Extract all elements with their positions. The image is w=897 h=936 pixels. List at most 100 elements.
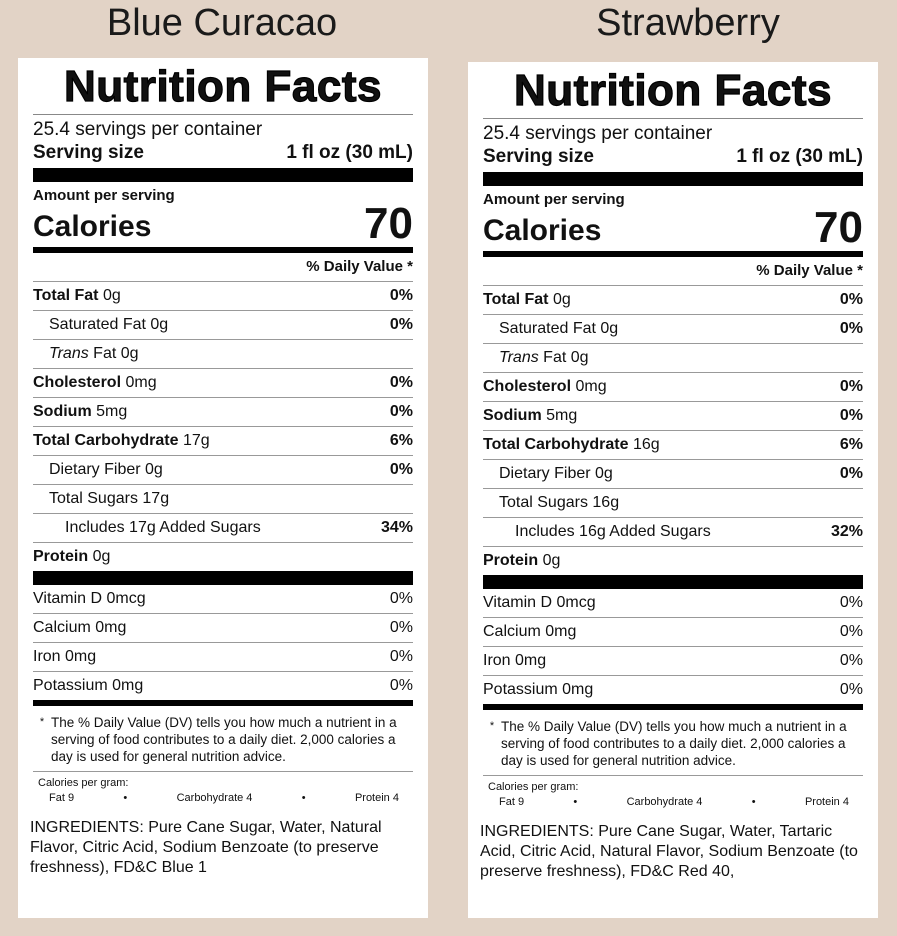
daily-value: 0%	[839, 594, 863, 611]
nutrient: Saturated Fat 0g	[49, 311, 168, 339]
bullet: •	[301, 792, 306, 804]
nutrient-name: Sodium	[33, 403, 92, 420]
daily-value: 0%	[389, 316, 413, 333]
calories-value: 70	[364, 199, 413, 248]
heading: Nutrition Facts	[33, 61, 413, 115]
calories: Calories 70	[33, 199, 413, 248]
footnote-star: *	[39, 716, 45, 728]
calories-per-gram: Calories per gram:	[38, 777, 129, 789]
divider	[33, 700, 413, 706]
vitamin-row: Vitamin D 0mcg 0%	[483, 589, 863, 617]
nutrient: Dietary Fiber 0g	[499, 460, 613, 488]
label-title: Strawberry	[596, 2, 780, 44]
nutrient-amount: 0mg	[125, 374, 157, 391]
nutrient-amount: 0g	[600, 320, 619, 337]
nutrient-row: Total Sugars 16g	[483, 488, 863, 517]
nutrient: Cholesterol 0mg	[483, 373, 607, 401]
nutrient-name: Dietary Fiber	[49, 461, 141, 478]
daily-value: 6%	[839, 436, 863, 453]
daily-value: 0%	[389, 403, 413, 420]
daily-value: 0%	[839, 623, 863, 640]
nutrient: Trans Fat 0g	[499, 344, 589, 372]
per-gram-item: Carbohydrate 4	[626, 796, 703, 808]
vitamin-name: Calcium 0mg	[483, 623, 577, 640]
daily-value-header: % Daily Value *	[306, 258, 413, 275]
nutrient-amount: 0g	[595, 465, 613, 482]
amount-per-serving: Amount per serving	[483, 191, 625, 208]
nutrient-name: Saturated Fat	[499, 320, 596, 337]
divider	[33, 571, 413, 585]
nutrient-name: Includes 17g Added Sugars	[65, 519, 261, 536]
nutrient-amount: 0mg	[575, 378, 607, 395]
nutrient-name: Dietary Fiber	[499, 465, 591, 482]
serving-size-value: 1 fl oz (30 mL)	[286, 142, 413, 163]
nutrient-amount: 0g	[552, 291, 571, 308]
bullet: •	[751, 796, 756, 808]
nutrient-name: Total Fat	[483, 291, 549, 308]
nutrient-row: Trans Fat 0g	[483, 343, 863, 372]
nutrient: Total Fat 0g	[33, 282, 121, 310]
nutrient-amount: Fat 0g	[543, 349, 589, 366]
footnote: * The % Daily Value (DV) tells you how mu…	[483, 710, 863, 776]
nutrient: Protein 0g	[483, 547, 560, 575]
nutrient: Cholesterol 0mg	[33, 369, 157, 397]
divider	[483, 704, 863, 710]
nutrient: Includes 17g Added Sugars	[65, 514, 261, 542]
nutrient: Includes 16g Added Sugars	[515, 518, 711, 546]
daily-value: 0%	[839, 291, 863, 308]
nutrient-row: Sodium 5mg 0%	[33, 397, 413, 426]
vitamin-name: Potassium 0mg	[33, 677, 144, 694]
nutrient-row: Total Sugars 17g	[33, 484, 413, 513]
daily-value-header: % Daily Value *	[756, 262, 863, 279]
calories-per-gram: Calories per gram:	[488, 781, 579, 793]
amount-per-serving: Amount per serving	[33, 187, 175, 204]
nutrient-name: Trans	[499, 349, 539, 366]
nutrient-name: Protein	[33, 548, 89, 565]
servings: 25.4 servings per container	[33, 119, 263, 140]
nutrient-row: Cholesterol 0mg 0%	[33, 368, 413, 397]
label-title: Blue Curacao	[106, 2, 338, 44]
daily-value: 6%	[389, 432, 413, 449]
nutrient: Dietary Fiber 0g	[49, 456, 163, 484]
divider	[33, 247, 413, 253]
nutrient: Total Carbohydrate 17g	[33, 427, 210, 455]
nutrient-name: Sodium	[483, 407, 542, 424]
ingredients: INGREDIENTS: Pure Cane Sugar, Water, Nat…	[30, 819, 382, 876]
heading: Nutrition Facts	[483, 65, 863, 119]
nutrient-amount: 17g	[182, 432, 210, 449]
calories-label: Calories	[33, 210, 152, 243]
nutrient-amount: 0g	[102, 287, 121, 304]
vitamin-row: Calcium 0mg 0%	[33, 613, 413, 642]
daily-value: 0%	[839, 378, 863, 395]
calories-value: 70	[814, 203, 863, 252]
vitamin-name: Iron 0mg	[33, 648, 97, 665]
nutrition-panel: Nutrition Facts 25.4 servings per contain…	[468, 62, 878, 918]
per-gram-item: Fat 9	[49, 792, 75, 804]
per-gram-item: Fat 9	[499, 796, 525, 808]
nutrient: Sodium 5mg	[483, 402, 577, 430]
divider	[483, 251, 863, 257]
nutrient-amount: 0g	[542, 552, 561, 569]
nutrient-name: Cholesterol	[483, 378, 572, 395]
nutrient-row: Dietary Fiber 0g 0%	[483, 459, 863, 488]
per-gram: Fat 9 • Carbohydrate 4 • Protein 4	[33, 791, 413, 806]
nutrient-amount: 16g	[592, 494, 620, 511]
nutrient-row: Saturated Fat 0g 0%	[33, 310, 413, 339]
nutrient-row: Total Carbohydrate 16g 6%	[483, 430, 863, 459]
nutrient-name: Cholesterol	[33, 374, 122, 391]
bullet: •	[123, 792, 128, 804]
ingredients: INGREDIENTS: Pure Cane Sugar, Water, Tar…	[480, 823, 858, 880]
vitamin-name: Calcium 0mg	[33, 619, 127, 636]
serving-size: Serving size 1 fl oz (30 mL)	[483, 145, 863, 169]
nutrient-amount: 16g	[632, 436, 660, 453]
serving-size-label: Serving size	[483, 146, 594, 167]
vitamin-name: Potassium 0mg	[483, 681, 594, 698]
nutrient-row: Protein 0g	[33, 542, 413, 571]
nutrient-amount: 0g	[145, 461, 163, 478]
vitamin-row: Iron 0mg 0%	[483, 646, 863, 675]
daily-value: 0%	[839, 465, 863, 482]
daily-value: 0%	[389, 677, 413, 694]
calories-label: Calories	[483, 214, 602, 247]
nutrient-amount: 5mg	[96, 403, 128, 420]
